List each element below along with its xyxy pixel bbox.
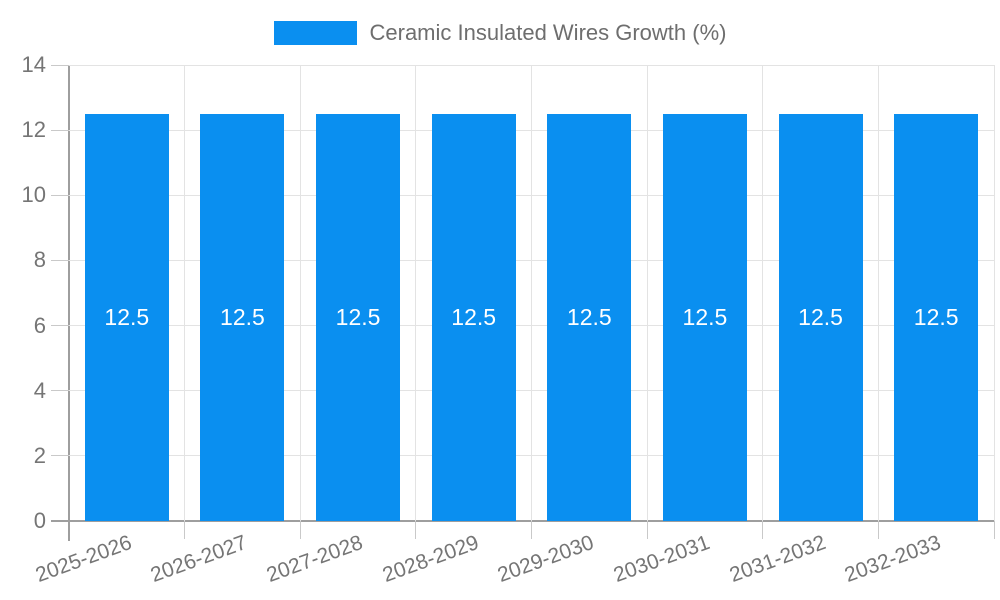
bar-value-label: 12.5 xyxy=(104,304,150,331)
y-tick xyxy=(51,325,69,327)
bar-value-label: 12.5 xyxy=(913,304,959,331)
legend-label: Ceramic Insulated Wires Growth (%) xyxy=(369,20,727,45)
bar-value-label: 12.5 xyxy=(220,304,265,331)
x-tick xyxy=(184,521,186,539)
y-tick xyxy=(51,390,69,392)
x-gridline xyxy=(762,65,764,521)
x-gridline xyxy=(415,65,417,521)
bar[interactable]: 12.5 xyxy=(662,113,747,521)
y-tick xyxy=(51,129,69,131)
bar[interactable]: 12.5 xyxy=(894,113,979,521)
x-tick xyxy=(415,521,417,539)
x-tick xyxy=(762,521,764,539)
bar[interactable]: 12.5 xyxy=(200,113,285,521)
y-tick xyxy=(51,64,69,66)
bar-value-label: 12.5 xyxy=(451,304,497,331)
y-tick-label: 4 xyxy=(33,377,46,403)
bar[interactable]: 12.5 xyxy=(778,113,863,521)
y-tick-label: 14 xyxy=(21,52,46,77)
y-tick xyxy=(51,455,69,457)
plot-area: 0 2 4 6 8 10 12 14 12.5 12.5 12.5 12.5 12.5 12.5 12.5 1… xyxy=(22,52,995,587)
bar[interactable]: 12.5 xyxy=(547,113,632,521)
bar[interactable]: 12.5 xyxy=(431,113,516,521)
bar-value-label: 12.5 xyxy=(335,304,381,331)
x-tick xyxy=(531,521,532,539)
bar-value-label: 12.5 xyxy=(798,304,843,331)
x-axis-line xyxy=(51,520,994,522)
x-gridline xyxy=(299,65,301,521)
y-tick-label: 2 xyxy=(33,442,46,468)
y-tick-label: 12 xyxy=(21,117,46,143)
x-tick xyxy=(646,521,648,539)
legend-swatch xyxy=(273,21,357,45)
x-gridline xyxy=(184,65,186,521)
y-tick xyxy=(51,259,69,261)
bar[interactable]: 12.5 xyxy=(84,113,169,521)
x-tick xyxy=(993,521,995,539)
bar-value-label: 12.5 xyxy=(682,304,728,331)
x-gridline xyxy=(646,65,648,521)
y-tick-label: 10 xyxy=(21,182,46,208)
y-tick-label: 8 xyxy=(33,247,46,273)
x-gridline xyxy=(877,65,879,521)
x-gridline xyxy=(993,65,995,521)
y-tick xyxy=(51,194,69,196)
bar-value-label: 12.5 xyxy=(566,304,612,331)
y-tick-label: 0 xyxy=(33,508,46,533)
x-tick xyxy=(877,521,879,539)
legend[interactable]: Ceramic Insulated Wires Growth (%) xyxy=(0,20,1000,46)
bar[interactable]: 12.5 xyxy=(316,113,401,521)
y-axis-line xyxy=(68,65,70,541)
y-tick-label: 6 xyxy=(33,312,46,338)
x-tick xyxy=(299,521,301,539)
x-gridline xyxy=(531,65,532,521)
